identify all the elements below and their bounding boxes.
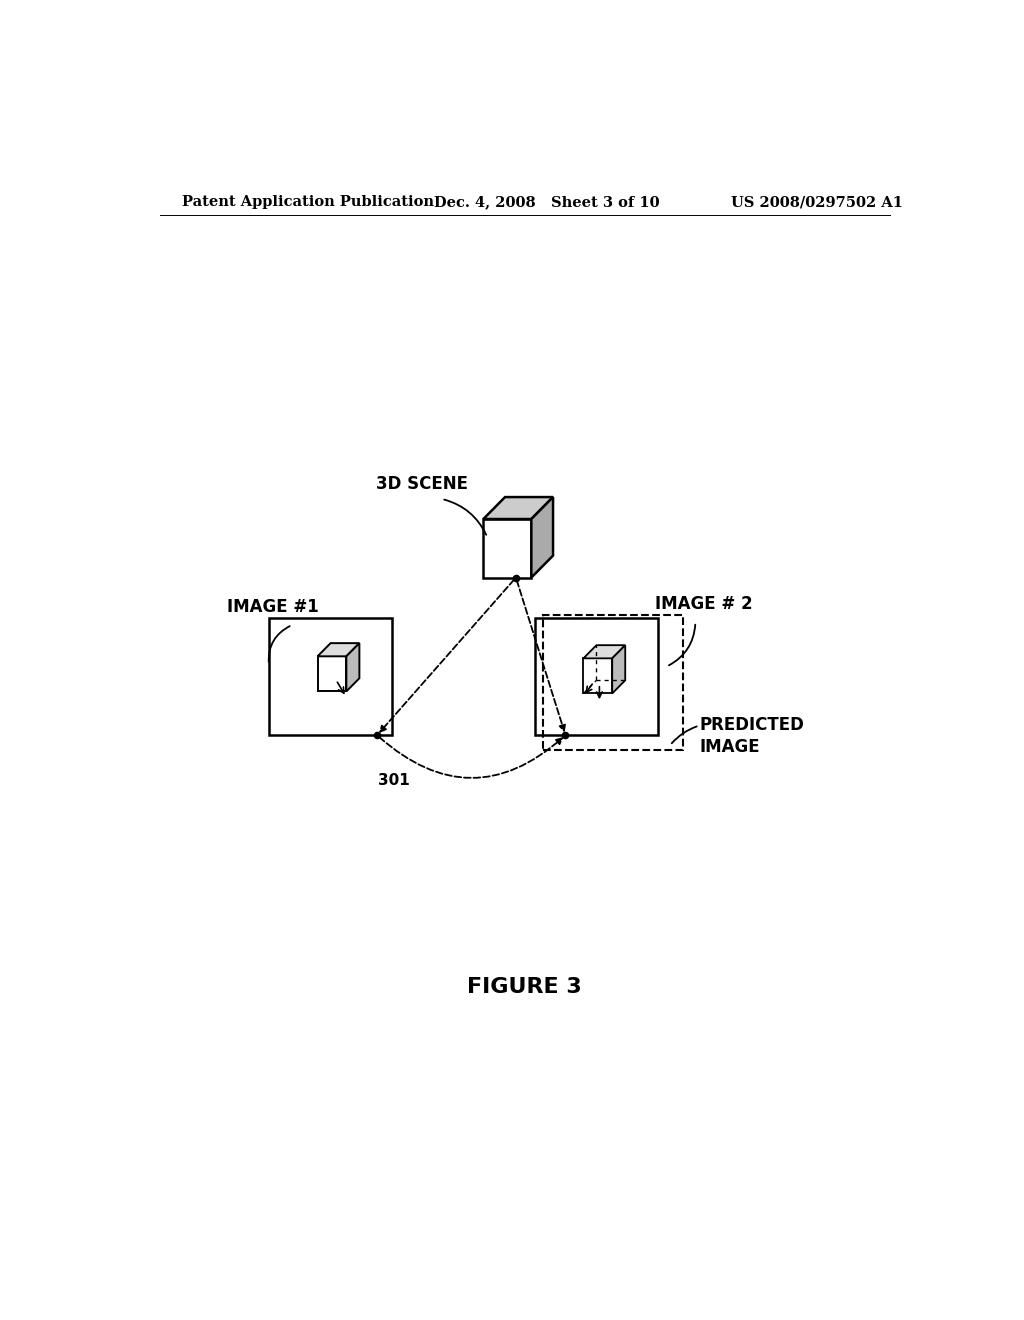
Bar xyxy=(535,618,657,735)
Bar xyxy=(543,615,683,750)
Text: 301: 301 xyxy=(378,774,410,788)
Text: 3D SCENE: 3D SCENE xyxy=(376,475,468,492)
Text: FIGURE 3: FIGURE 3 xyxy=(467,977,583,997)
Polygon shape xyxy=(483,519,531,578)
Polygon shape xyxy=(317,643,359,656)
Text: Dec. 4, 2008   Sheet 3 of 10: Dec. 4, 2008 Sheet 3 of 10 xyxy=(433,195,659,209)
Text: US 2008/0297502 A1: US 2008/0297502 A1 xyxy=(731,195,903,209)
Polygon shape xyxy=(612,645,626,693)
Polygon shape xyxy=(531,498,553,578)
Text: Patent Application Publication: Patent Application Publication xyxy=(182,195,434,209)
Text: PREDICTED
IMAGE: PREDICTED IMAGE xyxy=(699,715,804,756)
Polygon shape xyxy=(346,643,359,692)
Polygon shape xyxy=(483,498,553,519)
Polygon shape xyxy=(584,659,612,693)
Polygon shape xyxy=(584,645,626,659)
Text: IMAGE # 2: IMAGE # 2 xyxy=(654,594,753,612)
Text: IMAGE #1: IMAGE #1 xyxy=(226,598,318,615)
Polygon shape xyxy=(317,656,346,692)
Bar xyxy=(269,618,392,735)
